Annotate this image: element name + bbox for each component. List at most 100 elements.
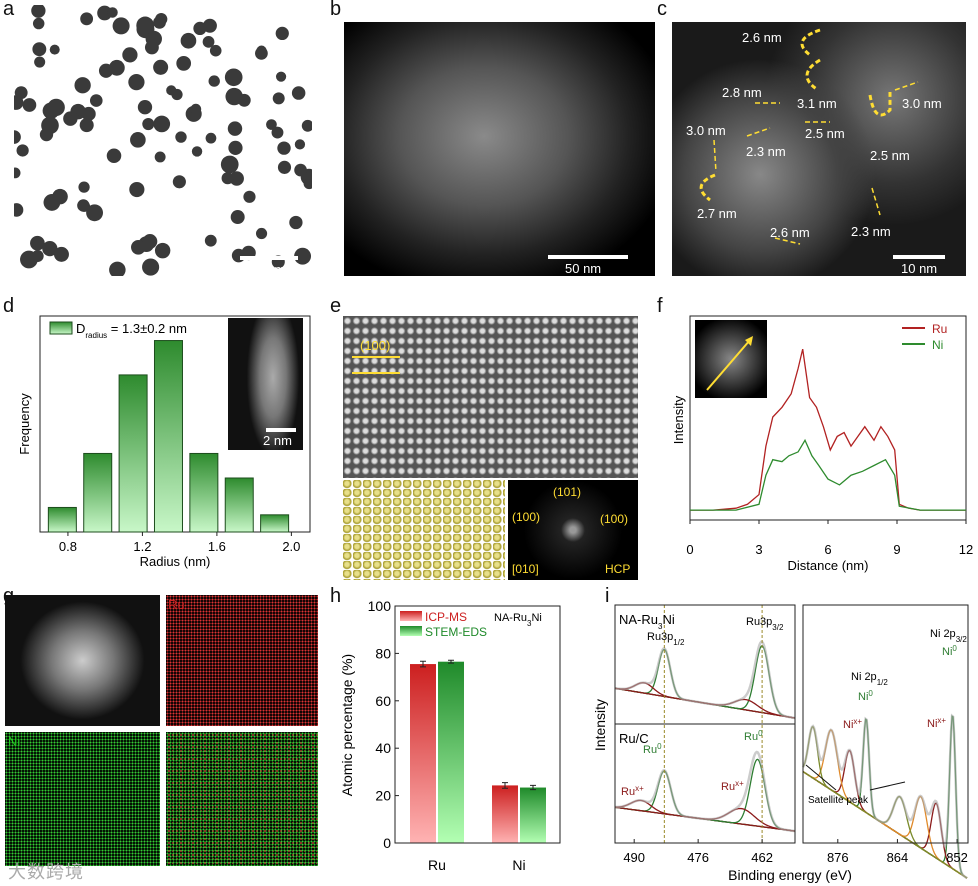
ni-map-label: Ni: [8, 734, 21, 749]
histogram-bar: [153, 340, 183, 533]
nanoparticle: [34, 56, 46, 68]
size-annotation: 2.8 nm: [722, 85, 762, 100]
nanoparticles-texture: [14, 5, 312, 276]
plane-line: [352, 356, 400, 358]
peak-label: Rux+: [621, 784, 644, 799]
nanoparticle: [106, 148, 122, 164]
nanoparticle: [80, 12, 94, 26]
nanoparticle: [277, 160, 292, 174]
nanoparticle: [136, 16, 155, 35]
peak-label: Ni 2p3/2: [930, 628, 967, 644]
panel-label-e: e: [330, 295, 342, 317]
bar-icp-ms: [492, 785, 518, 843]
nanoparticle: [175, 131, 187, 143]
panel-label-c: c: [657, 0, 667, 20]
nanoparticle: [294, 163, 307, 177]
nanoparticle: [180, 32, 197, 49]
size-annotation: 2.3 nm: [851, 224, 891, 239]
haadf-image-g: [5, 595, 160, 726]
nanoparticle: [154, 151, 166, 163]
series-line-ni: [690, 438, 966, 511]
legend-label: ICP-MS: [425, 610, 467, 624]
nanoparticle: [32, 17, 45, 30]
peak-label: Ni 2p1/2: [851, 671, 888, 687]
histogram-bar: [118, 374, 148, 533]
nanoparticle: [193, 21, 207, 36]
raw-data: [614, 640, 796, 720]
histogram-bar: [47, 506, 77, 533]
nanoparticle: [14, 130, 21, 144]
y-axis-label: Intensity: [592, 699, 608, 751]
nanoparticle: [97, 5, 113, 21]
nanoparticle: [277, 141, 291, 155]
tem-image-a: [14, 5, 312, 276]
fit-peak: [614, 682, 796, 719]
nanoparticle: [153, 15, 166, 29]
nanoparticle: [137, 100, 153, 115]
size-annotation: 3.0 nm: [686, 123, 726, 138]
x-tick-label: 852: [946, 850, 968, 865]
scale-bar-a: [240, 256, 298, 260]
x-tick-label: 0.8: [59, 539, 77, 554]
nanoparticle: [190, 103, 202, 115]
nanoparticle: [153, 59, 169, 75]
histogram-bar: [260, 514, 290, 533]
yellow-dash-markers: [699, 28, 919, 245]
fft-label: (100): [600, 512, 629, 526]
peak-label: Nix+: [843, 717, 862, 732]
nanoparticle: [243, 190, 256, 203]
nanoparticle: [154, 242, 171, 259]
plane-line: [352, 372, 400, 374]
scale-bar-d: [266, 428, 296, 432]
peak-label: Ru0: [744, 729, 763, 744]
nanoparticle: [74, 77, 91, 94]
nanoparticle: [227, 121, 243, 136]
size-annotation: 2.5 nm: [805, 126, 845, 141]
raw-data: [801, 713, 968, 880]
nanoparticle: [208, 75, 220, 87]
nanoparticle: [204, 234, 217, 247]
y-tick-label: 80: [375, 645, 391, 661]
size-annotation: 2.3 nm: [746, 144, 786, 159]
series-line-ru: [690, 348, 966, 511]
x-tick-label: 0: [686, 542, 693, 557]
chart-i: NA-Ru3NiRu3p1/2Ru3p3/2Ru/CRu0Rux+Ru0Rux+…: [592, 604, 969, 883]
error-bar: [502, 782, 508, 789]
nanoparticle: [78, 181, 90, 193]
nanoparticle: [43, 194, 61, 211]
nanoparticle: [53, 246, 69, 262]
panel-label-d: d: [3, 295, 15, 317]
nanoparticle: [271, 126, 284, 139]
x-axis-label: Distance (nm): [788, 558, 869, 573]
legend-label: Dradius = 1.3±0.2 nm: [76, 321, 187, 340]
nanoparticle: [202, 35, 215, 48]
panel-label-a: a: [3, 0, 15, 20]
scale-bar-label-c: 10 nm: [901, 261, 938, 276]
line-scan-arrow: [706, 336, 753, 391]
nanoparticle: [153, 115, 171, 133]
chart-d: 0.8 1.2 1.6 2.0 Radius (nm) Frequency Dradius …: [17, 315, 311, 569]
nanoparticle: [230, 210, 245, 225]
x-tick-label: 876: [827, 850, 849, 865]
sample-label: NA-Ru3Ni: [619, 612, 675, 631]
scale-bar-b: [548, 255, 628, 259]
histogram-bar: [189, 452, 219, 533]
nanoparticle: [42, 240, 58, 257]
fft-label: (100): [512, 510, 541, 524]
nanoparticle: [142, 117, 155, 131]
x-tick-label: 3: [755, 542, 762, 557]
bar-stem-eds: [520, 787, 546, 843]
x-tick-label: Ru: [428, 857, 446, 873]
nanoparticle: [122, 47, 138, 63]
x-tick-label: 462: [751, 850, 773, 865]
legend-label: Ni: [932, 338, 943, 352]
size-annotation: 2.5 nm: [870, 148, 910, 163]
nanoparticle: [229, 171, 244, 186]
crystal-model-e: [343, 480, 505, 580]
legend-swatch: [49, 321, 73, 335]
nanoparticle: [291, 86, 306, 100]
x-tick-label: 864: [887, 850, 909, 865]
chart-h: 0 20 40 60 80 100 Ru Ni Atomic percentage (%) ICP…: [339, 598, 561, 873]
nanoparticle: [128, 73, 145, 91]
haadf-image-b: [344, 22, 655, 276]
